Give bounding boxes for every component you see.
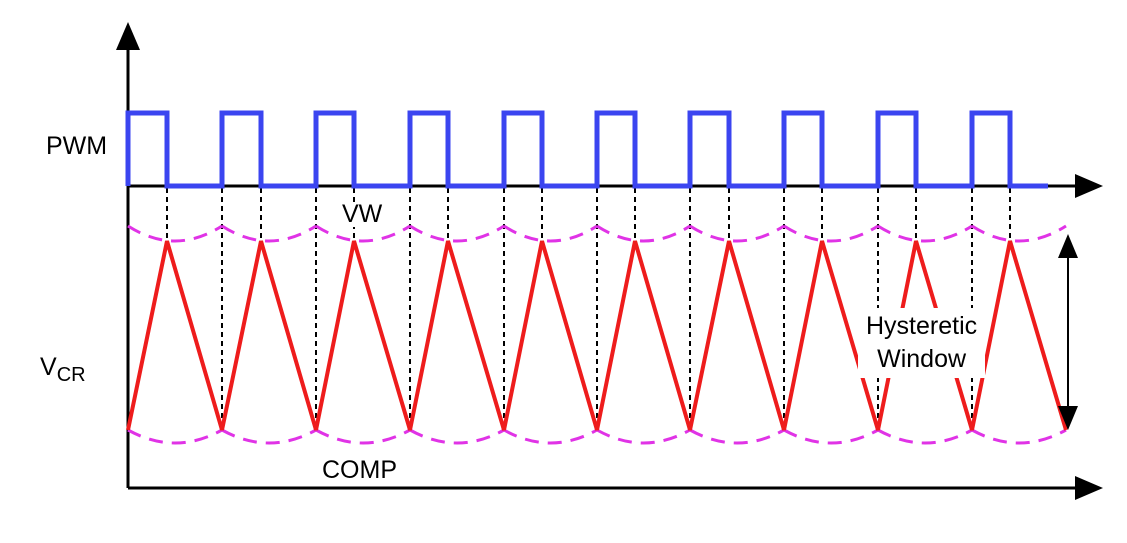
vw-boundary-arc-10 [971, 224, 1067, 243]
vw-label: VW [340, 200, 385, 228]
y-axis-arrow-icon [116, 22, 140, 50]
arrow-down-icon [1058, 406, 1078, 430]
vw-boundary-arc-9 [877, 224, 973, 243]
pwm-waveform [125, 110, 1048, 189]
hysteretic-window-bounds [127, 224, 1067, 445]
axes [116, 22, 1103, 500]
pwm-axis-arrow-icon [1075, 174, 1103, 198]
time-axis-arrow-icon [1075, 476, 1103, 500]
comp-boundary-arc-10 [971, 428, 1067, 445]
hysteretic-window-label: Hysteretic Window [858, 308, 986, 378]
comp-label: COMP [322, 456, 397, 484]
vw-boundary-arc-3 [315, 224, 411, 243]
comp-boundary-arc-3 [315, 428, 411, 445]
vw-boundary-arc-8 [783, 224, 879, 243]
vw-boundary-arc-4 [409, 224, 505, 243]
vcr-label-main: V [40, 353, 57, 381]
comp-boundary-arc-7 [689, 428, 785, 445]
vcr-label-subscript: CR [56, 364, 86, 386]
arrow-up-icon [1058, 234, 1078, 258]
vw-boundary-arc-6 [596, 224, 691, 243]
comp-boundary-arc-6 [596, 428, 691, 445]
vcr-waveform [126, 240, 1068, 431]
comp-boundary-arc-1 [127, 428, 223, 445]
hysteretic-window-arrow [1058, 234, 1078, 430]
vw-boundary-arc-2 [221, 224, 317, 243]
hysteretic-label-line1: Hysteretic [866, 312, 978, 340]
vw-boundary-arc-7 [689, 224, 785, 243]
comp-boundary-arc-8 [783, 428, 879, 445]
comp-boundary-arc-5 [503, 428, 598, 445]
hysteretic-label-line2: Window [877, 345, 967, 373]
vcr-label: VCR [40, 353, 86, 386]
pwm-label: PWM [46, 132, 108, 160]
vw-boundary-arc-1 [127, 224, 223, 243]
timing-guides [166, 188, 1011, 430]
comp-boundary-arc-4 [409, 428, 505, 445]
vw-boundary-arc-5 [503, 224, 598, 243]
comp-boundary-arc-9 [877, 428, 973, 445]
comp-boundary-arc-2 [221, 428, 317, 445]
